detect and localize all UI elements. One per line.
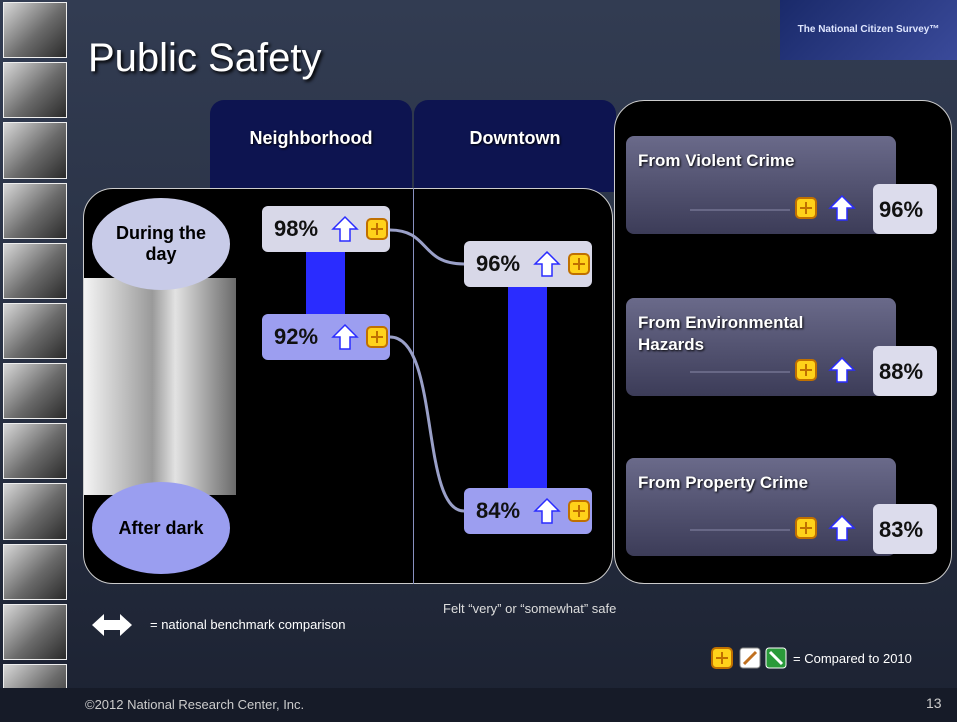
slide: Public Safety The National Citizen Surve…	[0, 0, 957, 722]
benchmark-arrow	[92, 614, 132, 636]
connector	[390, 337, 464, 511]
up-arrow	[333, 217, 357, 241]
up-arrow	[830, 358, 854, 382]
up-arrow	[830, 516, 854, 540]
up-arrow	[535, 252, 559, 276]
up-arrow	[830, 196, 854, 220]
connector	[390, 230, 464, 264]
up-arrow	[333, 325, 357, 349]
up-arrow	[535, 499, 559, 523]
overlay	[0, 0, 957, 722]
